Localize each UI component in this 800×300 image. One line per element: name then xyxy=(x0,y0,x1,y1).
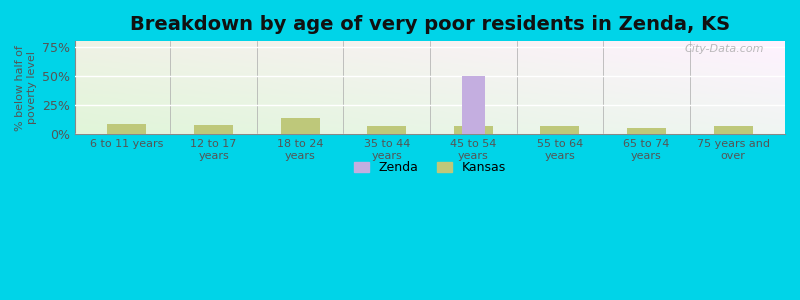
Bar xyxy=(194,125,233,134)
Legend: Zenda, Kansas: Zenda, Kansas xyxy=(349,156,511,179)
Bar xyxy=(462,76,485,134)
Bar xyxy=(107,124,146,134)
Bar xyxy=(714,126,753,134)
Bar xyxy=(627,128,666,134)
Y-axis label: % below half of
poverty level: % below half of poverty level xyxy=(15,45,37,130)
Title: Breakdown by age of very poor residents in Zenda, KS: Breakdown by age of very poor residents … xyxy=(130,15,730,34)
Bar xyxy=(541,126,579,134)
Bar xyxy=(367,126,406,134)
Bar xyxy=(281,118,320,134)
Text: City-Data.com: City-Data.com xyxy=(684,44,764,54)
Bar xyxy=(454,126,493,134)
